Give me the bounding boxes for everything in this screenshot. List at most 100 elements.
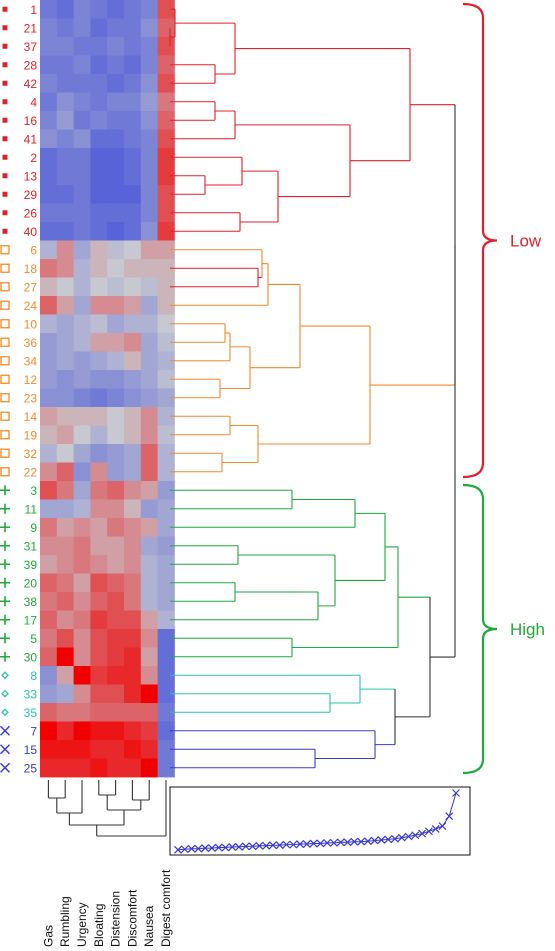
heatmap-cell bbox=[107, 573, 125, 593]
heatmap-cell bbox=[124, 92, 142, 112]
row-label: 13 bbox=[24, 169, 38, 183]
heatmap-cell bbox=[90, 425, 108, 445]
heatmap-cell bbox=[40, 314, 58, 334]
group-marker-square bbox=[2, 173, 8, 179]
heatmap-cell bbox=[40, 185, 58, 204]
heatmap-cell bbox=[40, 37, 58, 56]
group-marker-plus bbox=[0, 577, 10, 588]
row-label: 36 bbox=[24, 336, 38, 350]
heatmap-cell bbox=[40, 518, 58, 537]
heatmap-cell bbox=[107, 425, 125, 445]
scree-point bbox=[282, 840, 291, 849]
heatmap-cell bbox=[90, 166, 108, 186]
heatmap-cell bbox=[157, 684, 175, 704]
group-marker-plus bbox=[0, 503, 10, 514]
heatmap-cell bbox=[124, 647, 142, 667]
group-marker-open-square bbox=[0, 393, 10, 403]
heatmap-cell bbox=[73, 647, 91, 667]
heatmap-cell bbox=[90, 129, 108, 149]
heatmap-cell bbox=[73, 592, 91, 611]
heatmap-cell bbox=[124, 0, 142, 19]
heatmap-cell bbox=[56, 222, 74, 241]
heatmap-cell bbox=[73, 444, 91, 463]
heatmap-cell bbox=[157, 444, 175, 463]
heatmap-cell bbox=[56, 388, 74, 408]
heatmap-cell bbox=[107, 92, 125, 112]
heatmap-cell bbox=[73, 629, 91, 648]
heatmap-cell bbox=[90, 499, 108, 519]
group-marker-square bbox=[2, 80, 8, 86]
heatmap-cell bbox=[107, 721, 125, 741]
heatmap-cell bbox=[40, 296, 58, 315]
row-label: 34 bbox=[24, 354, 38, 368]
heatmap-cell bbox=[124, 758, 142, 778]
heatmap-cell bbox=[90, 462, 108, 482]
heatmap-cell bbox=[107, 55, 125, 75]
heatmap-cell bbox=[157, 610, 175, 630]
heatmap-cell bbox=[90, 55, 108, 75]
heatmap-cell bbox=[40, 629, 58, 648]
heatmap-cell bbox=[90, 203, 108, 223]
heatmap-cell bbox=[124, 259, 142, 278]
row-label: 30 bbox=[24, 650, 38, 664]
heatmap-cell bbox=[40, 684, 58, 704]
heatmap-cell bbox=[157, 573, 175, 593]
scree-point bbox=[411, 831, 420, 840]
scree-point bbox=[262, 841, 271, 850]
heatmap-cell bbox=[124, 684, 142, 704]
heatmap-cell bbox=[140, 666, 158, 685]
row-dendrogram bbox=[169, 8, 456, 769]
group-marker-plus bbox=[0, 540, 10, 551]
heatmap-cell bbox=[157, 666, 175, 685]
heatmap-cell bbox=[157, 240, 175, 260]
heatmap-cell bbox=[157, 185, 175, 204]
scree-point bbox=[438, 822, 447, 830]
heatmap-cell bbox=[73, 222, 91, 241]
heatmap-cell bbox=[56, 0, 74, 19]
row-label: 25 bbox=[24, 761, 38, 775]
heatmap-cell bbox=[140, 18, 158, 38]
group-marker-square bbox=[2, 191, 8, 197]
group-marker-square bbox=[2, 154, 8, 160]
row-label: 38 bbox=[24, 595, 38, 609]
scree-point bbox=[357, 837, 365, 846]
heatmap bbox=[40, 0, 175, 778]
heatmap-cell bbox=[90, 518, 108, 537]
heatmap-cell bbox=[40, 499, 58, 519]
heatmap-cell bbox=[157, 518, 175, 537]
heatmap-cell bbox=[90, 18, 108, 38]
heatmap-cell bbox=[140, 55, 158, 75]
column-label: Digest comfort bbox=[159, 869, 173, 947]
heatmap-cell bbox=[140, 629, 158, 648]
heatmap-cell bbox=[90, 740, 108, 759]
heatmap-cell bbox=[124, 721, 142, 741]
heatmap-cell bbox=[40, 647, 58, 667]
heatmap-cell bbox=[124, 18, 142, 38]
heatmap-cell bbox=[157, 55, 175, 75]
heatmap-cell bbox=[124, 703, 142, 722]
heatmap-cell bbox=[90, 333, 108, 352]
scree-point bbox=[194, 844, 203, 853]
heatmap-cell bbox=[107, 296, 125, 315]
heatmap-cell bbox=[157, 462, 175, 482]
cluster-label: High bbox=[510, 620, 545, 639]
heatmap-cell bbox=[124, 55, 142, 75]
heatmap-cell bbox=[107, 481, 125, 500]
heatmap-cell bbox=[157, 111, 175, 130]
heatmap-cell bbox=[40, 462, 58, 482]
heatmap-cell bbox=[56, 240, 74, 260]
row-label: 15 bbox=[24, 743, 38, 757]
row-label: 20 bbox=[24, 576, 38, 590]
column-label: Distension bbox=[109, 891, 123, 947]
heatmap-cell bbox=[40, 240, 58, 260]
group-marker-square bbox=[2, 117, 8, 123]
heatmap-cell bbox=[90, 592, 108, 611]
row-label: 39 bbox=[24, 558, 38, 572]
heatmap-cell bbox=[56, 425, 74, 445]
heatmap-cell bbox=[73, 481, 91, 500]
row-label: 28 bbox=[24, 58, 38, 72]
heatmap-cell bbox=[40, 425, 58, 445]
row-label: 18 bbox=[24, 262, 38, 276]
heatmap-cell bbox=[73, 370, 91, 389]
scree-point bbox=[207, 844, 216, 853]
